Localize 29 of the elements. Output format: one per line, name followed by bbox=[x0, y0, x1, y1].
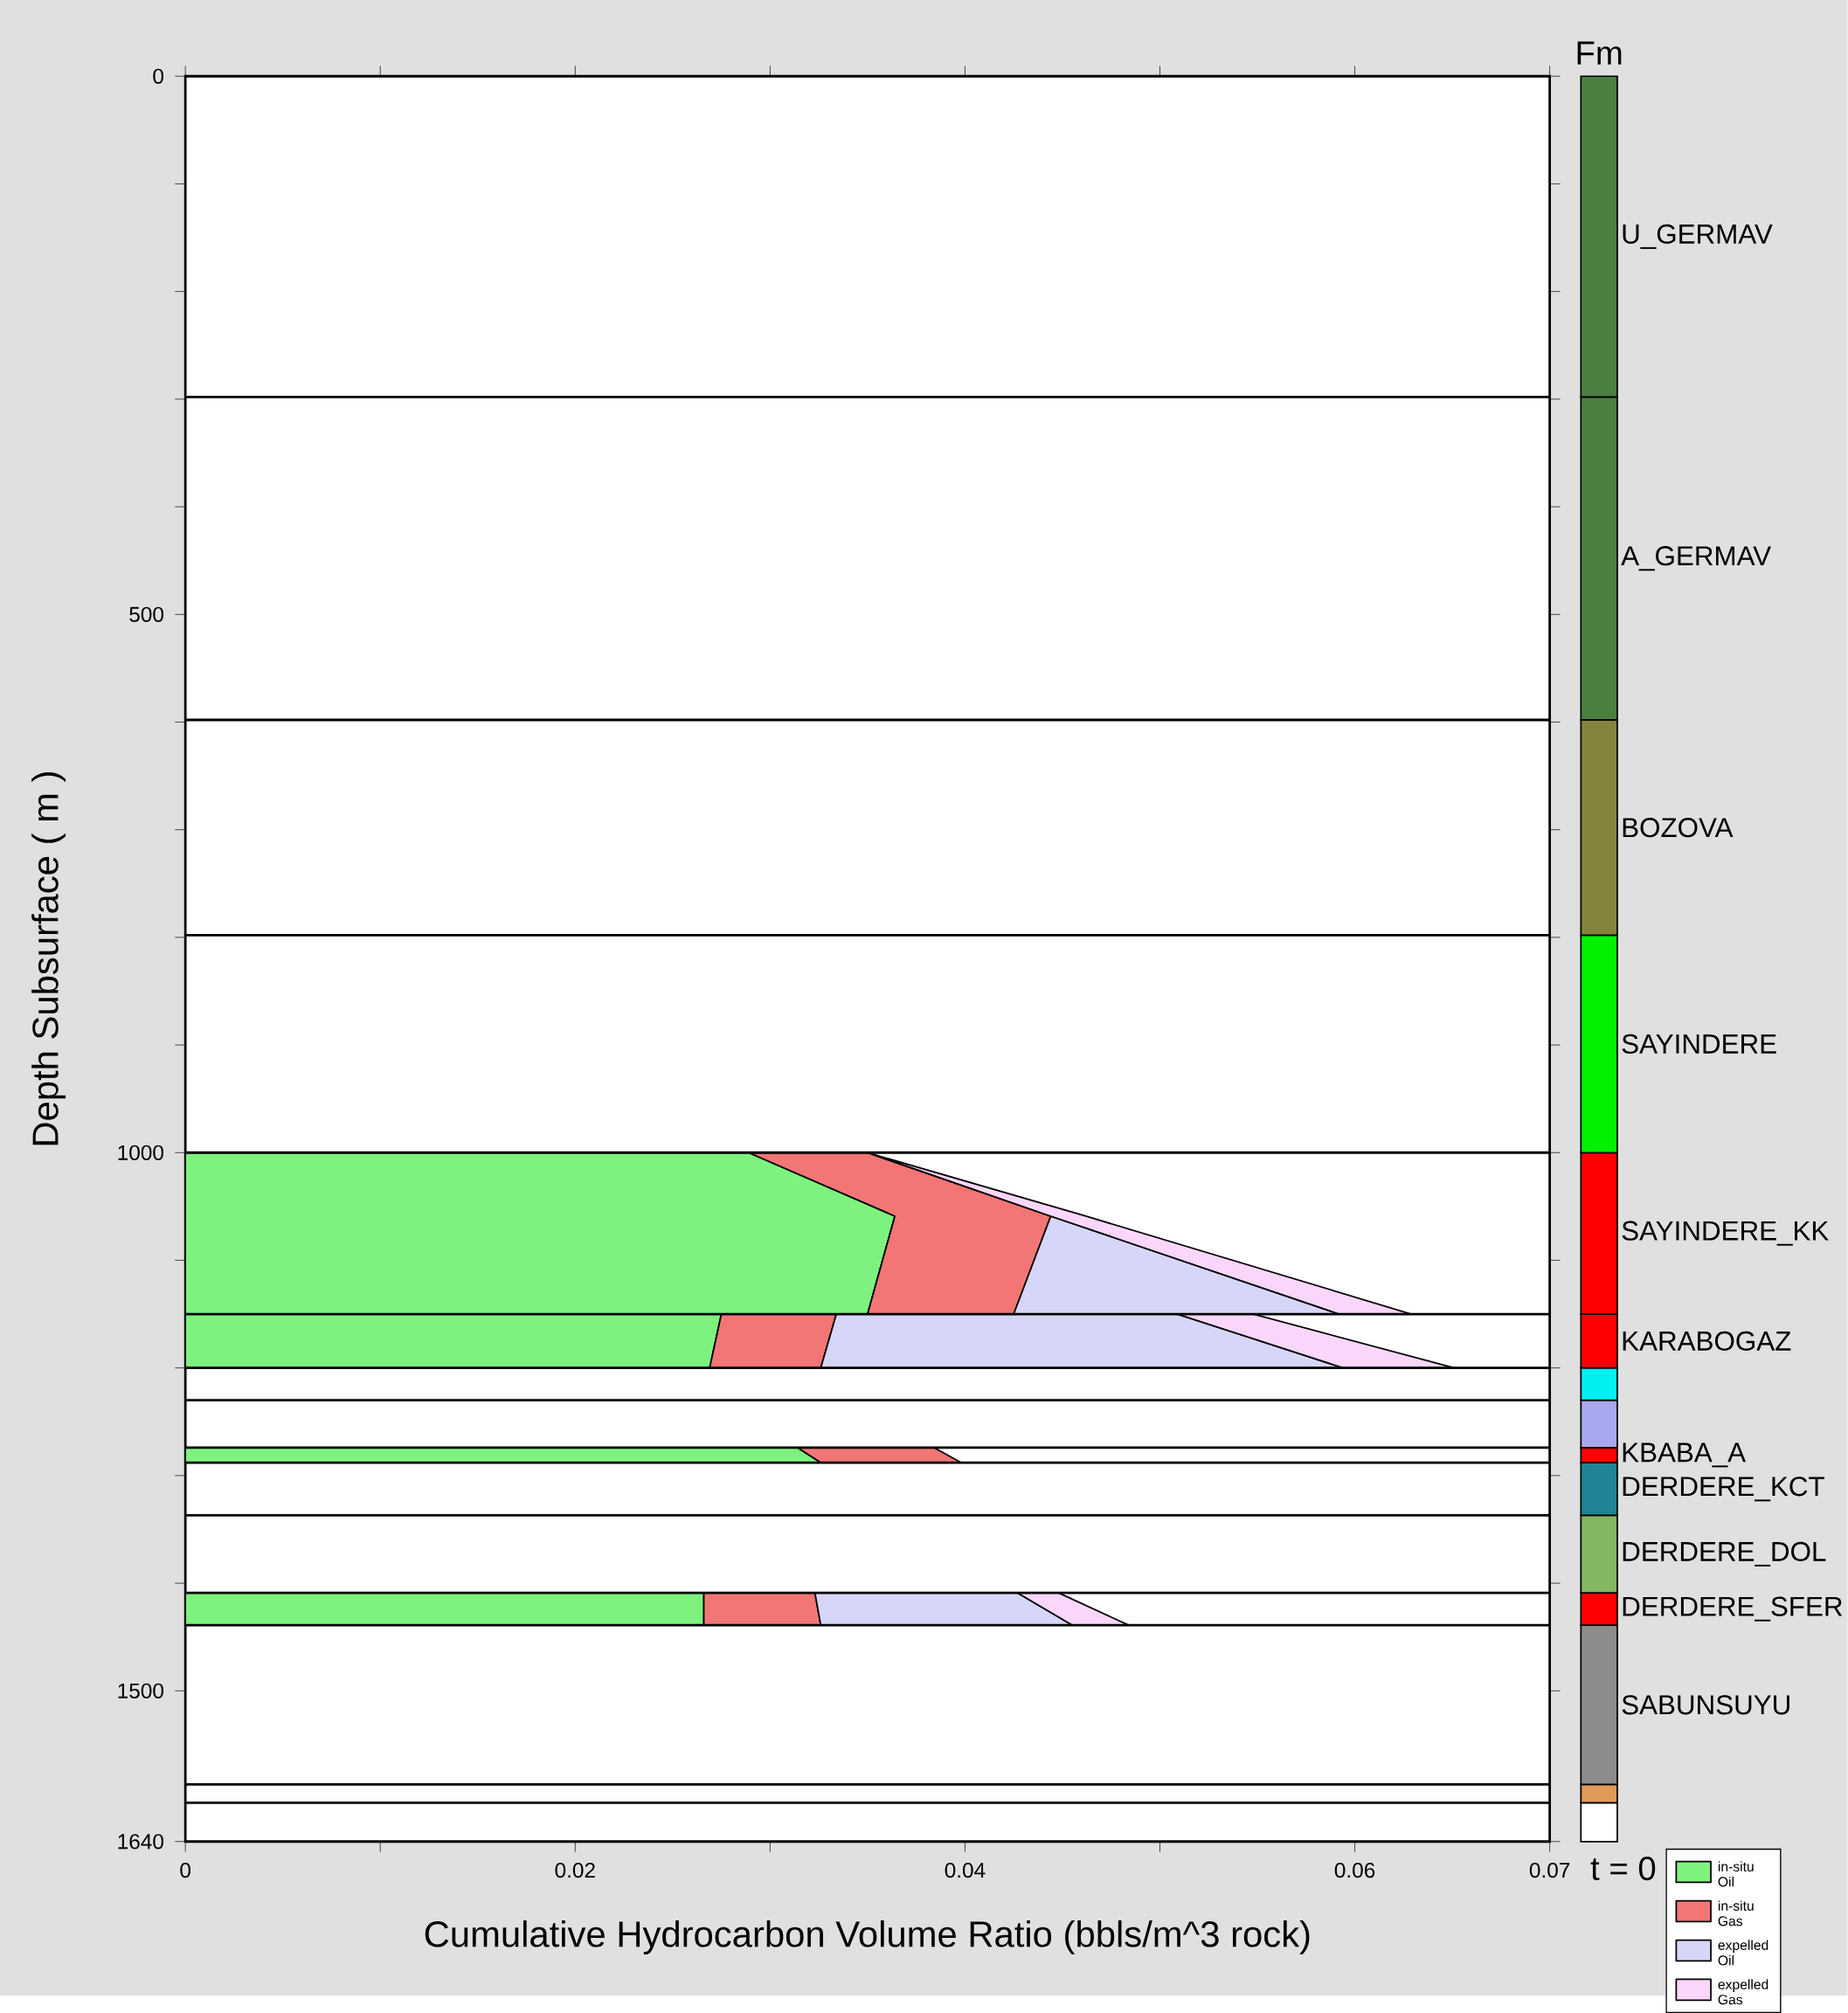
series-label: U_GERMAV bbox=[1623, 224, 1773, 249]
x-tick-label: 0.02 bbox=[555, 1863, 595, 1878]
x-axis-title: Cumulative Hydrocarbon Volume Ratio (bbls/m^3 rock) bbox=[425, 1920, 1310, 1954]
legend-label: in-situ Oil bbox=[1718, 1861, 1754, 1887]
series-label: BOZOVA bbox=[1623, 818, 1734, 838]
series-label: DERDERE_SFER bbox=[1623, 1596, 1843, 1622]
legend-label: expelled Gas bbox=[1718, 1979, 1768, 2005]
series-label: SABUNSUYU bbox=[1622, 1695, 1790, 1715]
series-label: KARABOGAZ bbox=[1623, 1331, 1791, 1351]
chart-title: Fm bbox=[1577, 41, 1622, 65]
y-tick-label: 0 bbox=[153, 68, 164, 84]
series-label: DERDERE_KCT bbox=[1623, 1477, 1825, 1502]
series-label: SAYINDERE bbox=[1622, 1034, 1776, 1054]
legend-label: expelled Oil bbox=[1718, 1940, 1768, 1966]
x-tick-label: 0.06 bbox=[1334, 1863, 1375, 1878]
y-axis-title: Depth Subsurface ( m ) bbox=[31, 772, 66, 1145]
legend-label: in-situ Gas bbox=[1718, 1900, 1754, 1927]
y-tick-label: 1640 bbox=[118, 1834, 164, 1850]
x-tick-label: 0 bbox=[180, 1863, 191, 1878]
series-label: SAYINDERE_KK bbox=[1622, 1221, 1830, 1246]
x-tick-label: 0.07 bbox=[1529, 1863, 1570, 1878]
series-label: A_GERMAV bbox=[1621, 546, 1772, 571]
y-tick-label: 1500 bbox=[118, 1683, 164, 1698]
series-label: DERDERE_DOL bbox=[1623, 1541, 1826, 1567]
x-tick-label: t = 0 bbox=[1590, 1857, 1656, 1881]
series-label: KBABA_A bbox=[1623, 1442, 1747, 1468]
y-tick-label: 500 bbox=[129, 606, 164, 622]
y-tick-label: 1000 bbox=[118, 1145, 164, 1160]
x-tick-label: 0.04 bbox=[945, 1863, 986, 1878]
